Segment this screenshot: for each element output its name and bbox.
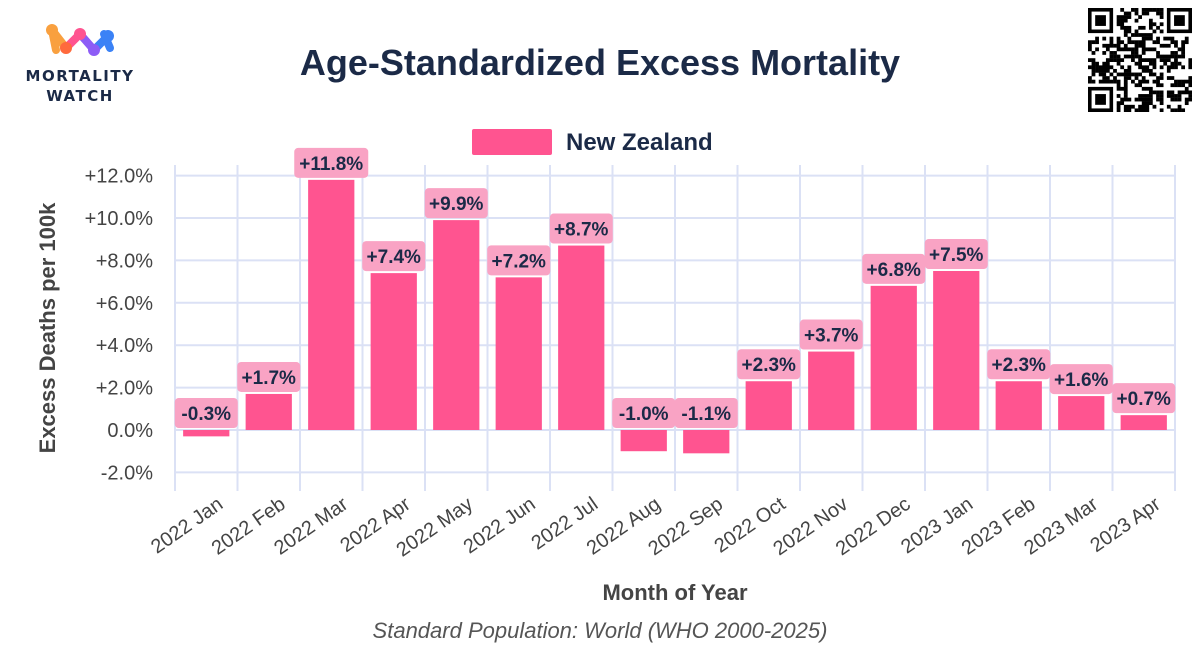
data-label: +3.7% <box>804 326 859 347</box>
bar <box>683 430 730 454</box>
data-label-box <box>362 241 426 272</box>
data-label: +9.9% <box>429 194 484 215</box>
y-tick-label: 0.0% <box>107 420 153 442</box>
data-label-box <box>1112 383 1176 414</box>
data-label: +11.8% <box>299 154 363 175</box>
data-label-box <box>294 147 369 178</box>
data-label: -1.0% <box>619 404 669 425</box>
bar <box>745 381 792 430</box>
data-label-box <box>737 349 801 380</box>
data-label-box <box>487 245 551 276</box>
data-label-box <box>987 349 1051 380</box>
data-label-box <box>612 398 676 428</box>
y-tick-label: +4.0% <box>96 335 153 357</box>
bar <box>183 430 230 437</box>
data-label: +7.2% <box>492 251 547 272</box>
y-tick-label: +10.0% <box>85 208 154 230</box>
bar <box>308 179 355 430</box>
logo-line-1: MORTALITY <box>25 67 135 85</box>
data-label: +6.8% <box>867 260 922 281</box>
data-label: +1.7% <box>242 368 297 389</box>
data-label-box <box>549 213 613 244</box>
y-tick-label: +12.0% <box>85 166 154 188</box>
data-label-box <box>424 188 488 219</box>
bar <box>370 273 417 430</box>
footnote: Standard Population: World (WHO 2000-202… <box>372 618 828 643</box>
bar <box>1058 396 1105 430</box>
bar <box>995 381 1042 430</box>
data-labels: -0.3% +1.7% +11.8% +7.4% +9.9% +7.2% +8.7% -1.0… <box>174 147 1176 428</box>
x-axis-title: Month of Year <box>602 580 748 605</box>
legend-swatch <box>472 129 552 155</box>
mortality-watch-logo <box>46 24 114 56</box>
data-label: +2.3% <box>992 355 1047 376</box>
logo-dots <box>46 24 114 56</box>
bars <box>183 179 1167 454</box>
x-tick-label: 2022 Jun <box>460 493 540 558</box>
bar <box>495 277 542 430</box>
chart-title: Age-Standardized Excess Mortality <box>299 42 901 83</box>
data-label: +1.6% <box>1054 370 1109 391</box>
data-label: +7.5% <box>929 245 984 266</box>
data-label: +8.7% <box>554 220 609 241</box>
logo-line-2: WATCH <box>46 87 114 105</box>
data-label-box <box>924 239 988 269</box>
data-label-box <box>174 398 238 428</box>
bar <box>620 430 667 452</box>
bar <box>245 393 292 430</box>
data-label: +2.3% <box>742 355 797 376</box>
data-label-box <box>1049 364 1113 395</box>
bar <box>558 245 605 430</box>
y-tick-label: +8.0% <box>96 250 153 272</box>
y-tick-label: +2.0% <box>96 378 153 400</box>
data-label-box <box>862 253 926 284</box>
legend: New Zealand <box>472 129 713 156</box>
qr-code-icon <box>1088 8 1192 112</box>
data-label: +0.7% <box>1117 389 1172 410</box>
y-axis-title: Excess Deaths per 100k <box>35 202 60 453</box>
bar <box>1120 415 1167 430</box>
y-axis-ticks: +12.0% +10.0% +8.0% +6.0% +4.0% +2.0% 0.0% -2.0… <box>85 166 154 485</box>
bar <box>933 271 980 430</box>
y-tick-label: -2.0% <box>101 462 153 484</box>
data-label-box <box>237 361 301 392</box>
data-label-box <box>674 398 738 428</box>
x-tick-label: 2023 Apr <box>1086 493 1164 557</box>
legend-label: New Zealand <box>566 129 713 156</box>
bar <box>870 285 917 430</box>
data-label: +7.4% <box>367 247 422 268</box>
data-label: -1.1% <box>681 404 731 425</box>
bar <box>433 220 480 430</box>
data-label-box <box>799 319 863 350</box>
bar <box>808 351 855 430</box>
data-label: -0.3% <box>181 404 231 425</box>
logo-text: MORTALITY WATCH <box>18 66 142 106</box>
y-tick-label: +6.0% <box>96 293 153 315</box>
